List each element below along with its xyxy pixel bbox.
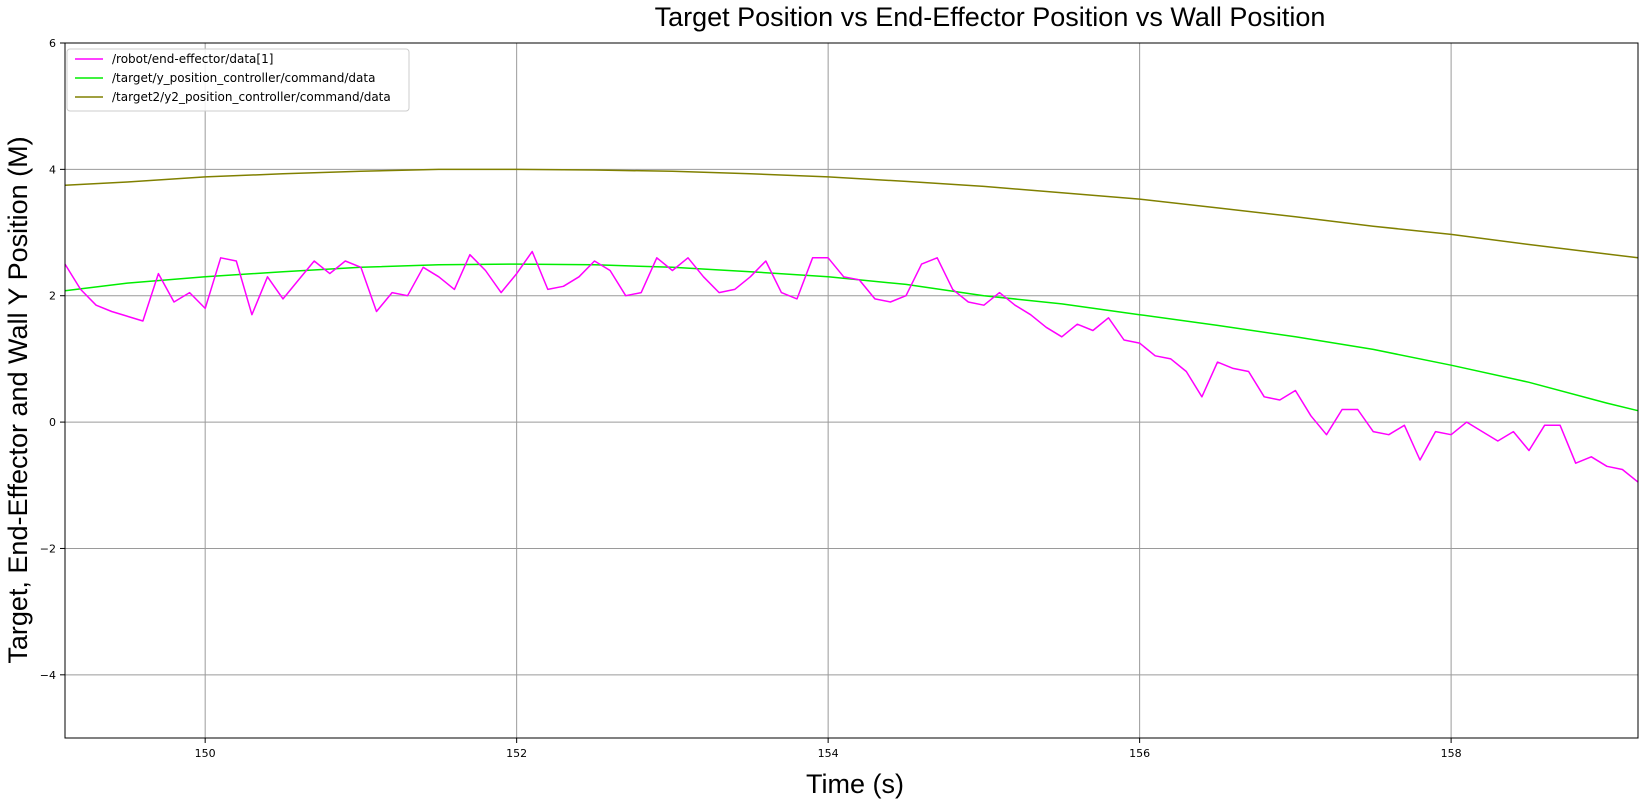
- x-tick-label: 158: [1441, 747, 1462, 760]
- series-lines: [64, 168, 1639, 483]
- x-tick-label: 156: [1129, 747, 1150, 760]
- x-tick-label: 150: [195, 747, 216, 760]
- plot-frame: [64, 42, 1639, 739]
- chart-title: Target Position vs End-Effector Position…: [655, 2, 1326, 32]
- y-axis-label: Target, End-Effector and Wall Y Position…: [3, 136, 33, 663]
- y-tick-label: 6: [49, 37, 56, 50]
- y-tick-label: 2: [49, 290, 56, 303]
- series-line: [64, 263, 1639, 412]
- legend: /robot/end-effector/data[1] /target/y_po…: [66, 48, 410, 112]
- series-line: [64, 168, 1639, 259]
- legend-entry: /robot/end-effector/data[1]: [75, 52, 273, 66]
- axis-ticks: 150 152 154 156 158 −4 −2 0 2 4 6: [40, 37, 1462, 760]
- legend-entry: /target2/y2_position_controller/command/…: [75, 90, 391, 104]
- x-axis-label: Time (s): [806, 769, 904, 799]
- legend-label: /target2/y2_position_controller/command/…: [112, 90, 391, 104]
- y-tick-label: 0: [49, 416, 56, 429]
- x-tick-label: 152: [506, 747, 527, 760]
- y-tick-label: −4: [40, 669, 56, 682]
- legend-box: [66, 48, 410, 112]
- legend-entry: /target/y_position_controller/command/da…: [75, 71, 375, 85]
- x-tick-label: 154: [818, 747, 839, 760]
- legend-label: /target/y_position_controller/command/da…: [112, 71, 375, 85]
- y-tick-label: −2: [40, 542, 56, 555]
- grid-lines: [65, 43, 1638, 738]
- series-line: [64, 250, 1639, 483]
- legend-label: /robot/end-effector/data[1]: [112, 52, 273, 66]
- y-tick-label: 4: [49, 163, 56, 176]
